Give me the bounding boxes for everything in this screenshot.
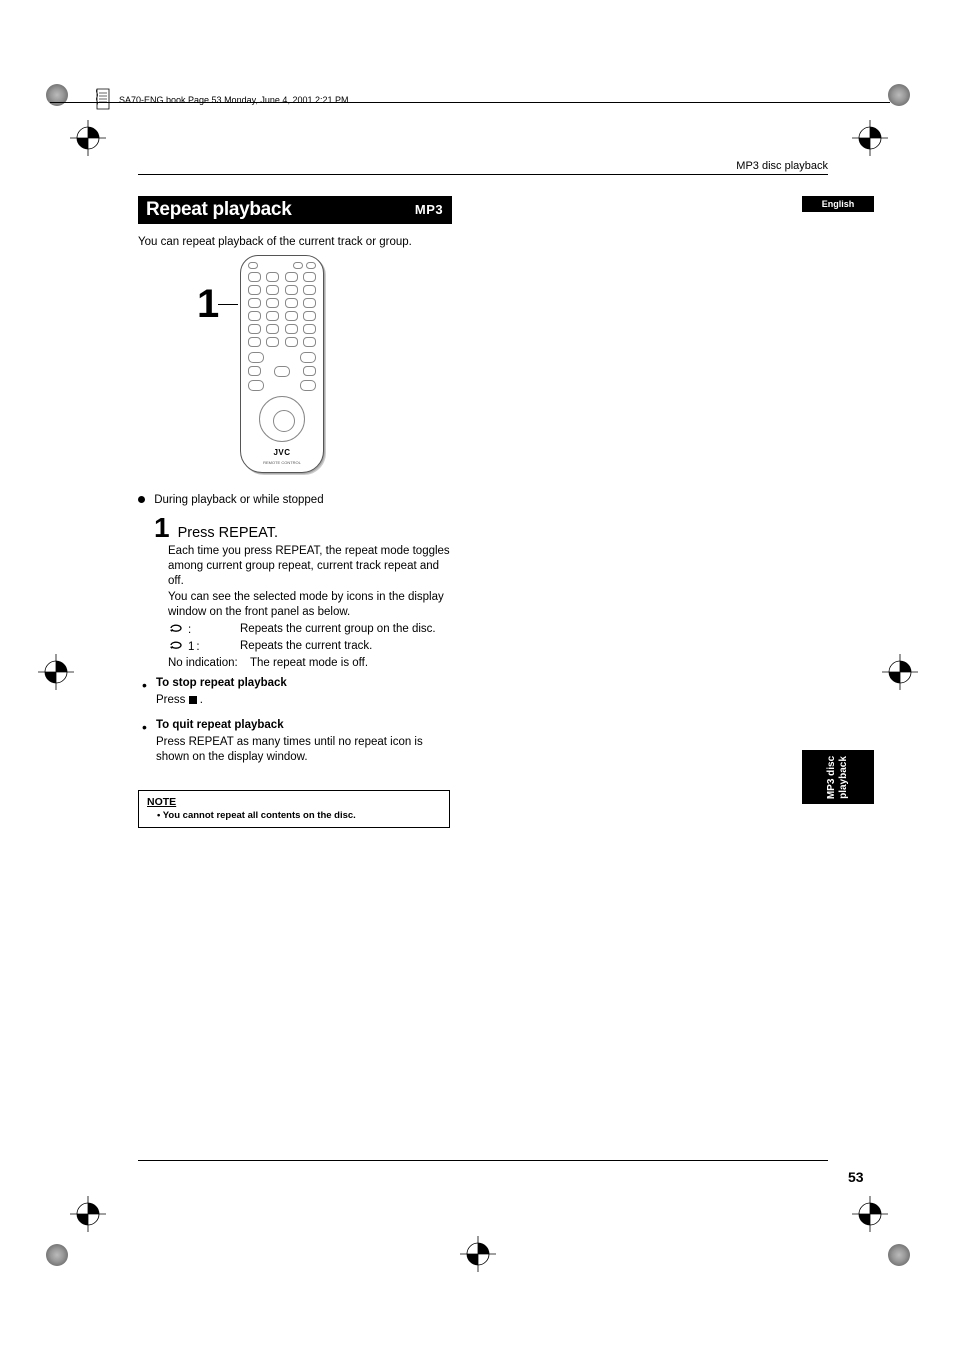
reg-mark-tl (70, 120, 106, 156)
mp3-badge: MP3 (411, 200, 447, 219)
sub-stop-suffix: . (197, 694, 203, 706)
intro-text: You can repeat playback of the current t… (138, 236, 412, 248)
repeat-row3-value: The repeat mode is off. (250, 656, 454, 671)
sub-stop: To stop repeat playback Press . (138, 676, 458, 708)
sub-stop-title: To stop repeat playback (156, 676, 458, 692)
step-body-p1: Each time you press REPEAT, the repeat m… (168, 544, 454, 590)
page-content: MP3 disc playback Repeat playback MP3 En… (138, 160, 878, 1200)
language-badge: English (802, 196, 874, 212)
repeat-track-icon (168, 639, 186, 656)
sub-bullets: To stop repeat playback Press . To quit … (138, 676, 458, 776)
bookmark-icon (94, 88, 116, 115)
section-title: Repeat playback (146, 199, 291, 221)
note-item-1: You cannot repeat all contents on the di… (157, 810, 441, 821)
stop-icon (189, 696, 197, 704)
note-heading: NOTE (147, 796, 441, 808)
side-tab: MP3 disc playback (802, 750, 874, 804)
sub-quit-title: To quit repeat playback (156, 718, 458, 734)
repeat-mode-table: : Repeats the current group on the disc.… (168, 622, 454, 672)
repeat-row2-value: Repeats the current track. (240, 639, 454, 656)
reg-mark-ml (38, 654, 74, 690)
reg-mark-mc (460, 1236, 496, 1272)
context-bullet: During playback or while stopped (138, 494, 324, 506)
reg-mark-bl (70, 1196, 106, 1232)
sub-stop-body: Press . (156, 693, 458, 709)
crop-corner-br (888, 1244, 910, 1266)
footer-rule (138, 1160, 828, 1161)
step-number: 1 (154, 512, 170, 544)
step-instruction: Press REPEAT. (178, 525, 278, 541)
reg-mark-br (852, 1196, 888, 1232)
note-box: NOTE You cannot repeat all contents on t… (138, 790, 450, 828)
bookmark-text: SA70-ENG.book Page 53 Monday, June 4, 20… (119, 95, 348, 105)
sub-stop-prefix: Press (156, 694, 189, 706)
sub-quit-body: Press REPEAT as many times until no repe… (156, 735, 458, 766)
repeat-row2-suffix: 1 (188, 640, 194, 655)
remote-logo: JVC (248, 448, 316, 457)
page-number: 53 (848, 1169, 864, 1185)
remote-logo-sub: REMOTE CONTROL (248, 460, 316, 465)
sub-quit: To quit repeat playback Press REPEAT as … (138, 718, 458, 766)
step-body-p2: You can see the selected mode by icons i… (168, 590, 454, 620)
step-body: Each time you press REPEAT, the repeat m… (168, 544, 454, 671)
context-bullet-text: During playback or while stopped (154, 494, 323, 506)
breadcrumb: MP3 disc playback (736, 160, 828, 172)
header-rule (138, 174, 828, 175)
repeat-row1-colon: : (188, 623, 191, 638)
crop-corner-tr (888, 84, 910, 106)
repeat-group-icon (168, 622, 186, 639)
side-tab-label: MP3 disc playback (826, 755, 849, 798)
remote-illustration: JVC REMOTE CONTROL (232, 255, 328, 481)
step-callout-number: 1 (197, 282, 219, 327)
repeat-row3-key: No indication: (168, 656, 250, 671)
repeat-row2-colon: : (196, 640, 199, 655)
reg-mark-mr (882, 654, 918, 690)
reg-mark-tr (852, 120, 888, 156)
crop-corner-bl (46, 1244, 68, 1266)
step-heading: 1 Press REPEAT. (154, 512, 278, 544)
repeat-row1-value: Repeats the current group on the disc. (240, 622, 454, 639)
section-title-bar: Repeat playback (138, 196, 452, 224)
